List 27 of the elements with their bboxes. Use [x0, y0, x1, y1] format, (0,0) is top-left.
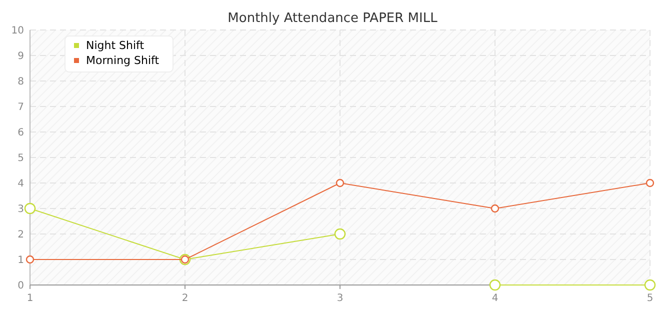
y-tick-label: 7 [18, 102, 24, 113]
x-tick-label: 4 [492, 293, 498, 304]
y-tick-label: 1 [18, 255, 24, 266]
y-tick-label: 2 [18, 230, 24, 240]
y-tick-label: 6 [18, 128, 24, 138]
x-tick-label: 2 [182, 293, 188, 304]
point [646, 178, 654, 188]
point [490, 204, 500, 213]
y-tick-label: 3 [18, 204, 24, 215]
point [336, 178, 344, 188]
x-tick-label: 1 [26, 293, 34, 304]
y-tick-label: 0 [18, 280, 24, 292]
y-tick-label: 10 [11, 26, 24, 36]
legend-label: Morning Shift [86, 54, 160, 67]
x-tick-label: 5 [646, 293, 654, 304]
chart-title: Monthly Attendance PAPER MILL [228, 11, 438, 26]
point [489, 279, 501, 291]
point [334, 228, 346, 240]
x-tick-label: 3 [336, 293, 344, 304]
y-tick-label: 8 [18, 76, 24, 88]
point [24, 202, 36, 214]
y-tick-label: 4 [18, 178, 24, 190]
point [644, 279, 656, 291]
point [26, 255, 34, 264]
y-tick-label: 9 [18, 51, 24, 62]
y-tick-label: 5 [18, 153, 24, 164]
legend-label: Night Shift [86, 39, 145, 52]
